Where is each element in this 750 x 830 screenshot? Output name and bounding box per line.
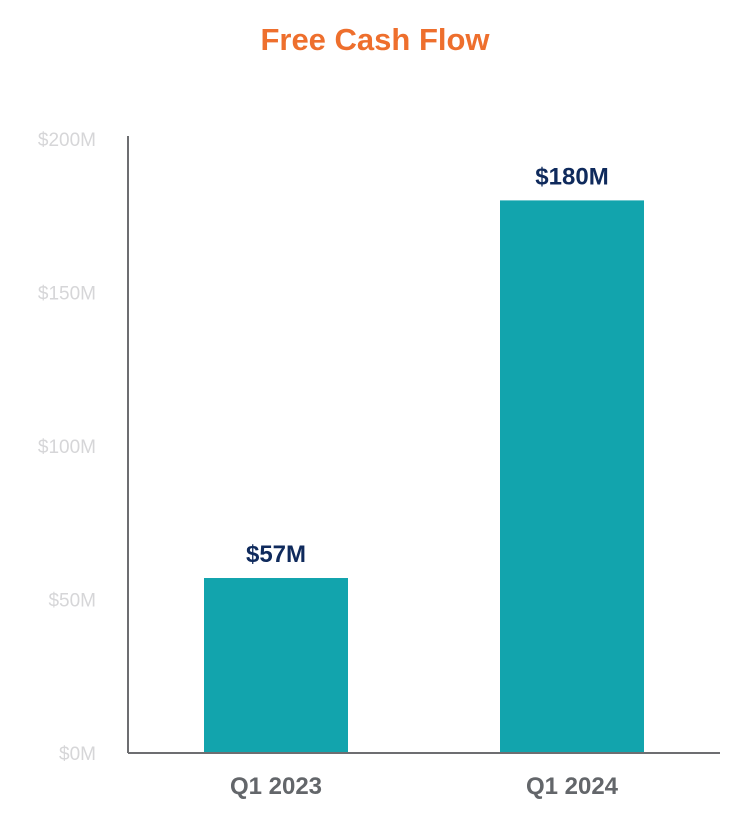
bar bbox=[204, 578, 348, 753]
y-tick-label: $0M bbox=[59, 744, 96, 765]
bar bbox=[500, 200, 644, 753]
chart-title: Free Cash Flow bbox=[260, 22, 490, 57]
y-tick-label: $50M bbox=[48, 591, 96, 612]
x-category-label: Q1 2024 bbox=[526, 773, 619, 800]
y-tick-label: $200M bbox=[38, 130, 96, 151]
y-tick-label: $100M bbox=[38, 437, 96, 458]
data-label: $57M bbox=[246, 541, 306, 568]
y-tick-label: $150M bbox=[38, 284, 96, 305]
x-category-label: Q1 2023 bbox=[230, 773, 322, 800]
data-label: $180M bbox=[535, 163, 608, 190]
